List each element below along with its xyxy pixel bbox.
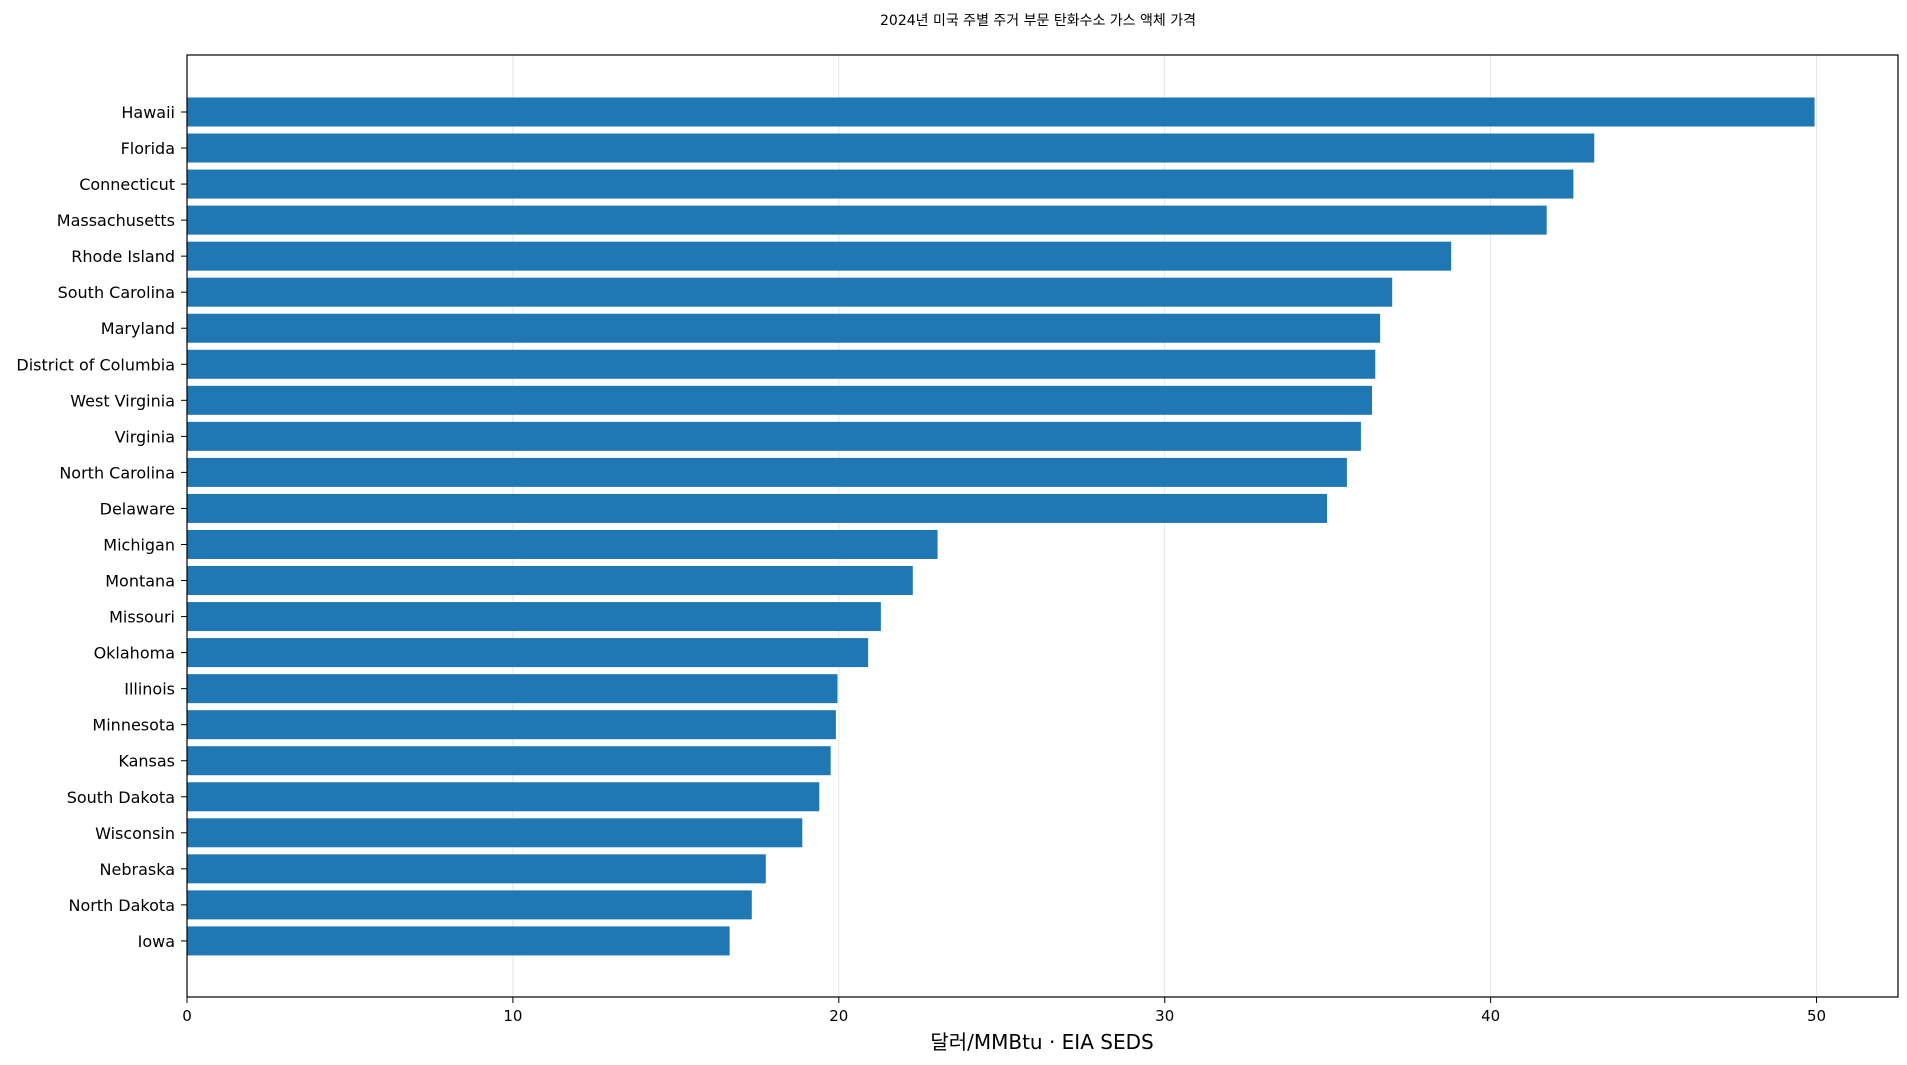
category-label: Michigan [103, 535, 175, 554]
bar [187, 97, 1815, 127]
category-label: Rhode Island [71, 247, 175, 266]
category-label: Iowa [138, 932, 175, 951]
bar [187, 421, 1361, 451]
bar [187, 457, 1347, 487]
bar [187, 133, 1595, 163]
bar [187, 674, 838, 704]
category-label: South Dakota [67, 788, 175, 807]
bar [187, 313, 1381, 343]
category-label: Florida [121, 139, 175, 158]
x-tick-label: 30 [1155, 1007, 1174, 1025]
bar [187, 854, 766, 884]
x-tick-label: 10 [503, 1007, 522, 1025]
category-label: Hawaii [121, 103, 175, 122]
bar [187, 890, 752, 920]
bar [187, 710, 836, 740]
x-tick-label: 40 [1481, 1007, 1500, 1025]
x-axis: 0 10 20 30 40 50 [182, 997, 1826, 1025]
category-label: Illinois [124, 680, 175, 699]
bar [187, 493, 1328, 523]
category-label: North Carolina [59, 463, 175, 482]
bar [187, 169, 1574, 199]
y-axis-labels: Hawaii Florida Connecticut Massachusetts Rho… [16, 103, 187, 951]
category-label: Montana [105, 572, 175, 591]
x-axis-label: 달러/MMBtu · EIA SEDS [930, 1030, 1153, 1054]
bar [187, 566, 913, 596]
bar [187, 205, 1547, 235]
category-label: North Dakota [68, 896, 175, 915]
bar [187, 385, 1372, 415]
category-label: West Virginia [70, 391, 175, 410]
category-label: Delaware [100, 499, 175, 518]
category-label: Oklahoma [94, 644, 175, 663]
bar [187, 638, 869, 668]
x-tick-label: 0 [182, 1007, 192, 1025]
bar [187, 818, 803, 848]
x-tick-label: 20 [829, 1007, 848, 1025]
chart-title: 2024년 미국 주별 주거 부문 탄화수소 가스 액체 가격 [880, 13, 1196, 29]
category-label: South Carolina [58, 283, 175, 302]
category-label: Missouri [109, 608, 175, 627]
bar [187, 782, 820, 812]
category-label: District of Columbia [16, 355, 175, 374]
bar [187, 349, 1376, 379]
category-label: Minnesota [92, 716, 175, 735]
plot-area [186, 54, 1899, 998]
bar [187, 602, 881, 632]
category-label: Maryland [101, 319, 175, 338]
bar [187, 746, 831, 776]
bar [187, 241, 1452, 271]
category-label: Virginia [115, 427, 175, 446]
bar [187, 926, 730, 956]
category-label: Connecticut [79, 175, 175, 194]
bars [187, 97, 1815, 956]
category-label: Kansas [118, 752, 175, 771]
bar [187, 529, 938, 559]
category-label: Nebraska [100, 860, 175, 879]
category-label: Wisconsin [95, 824, 175, 843]
bar [187, 277, 1393, 307]
x-tick-label: 50 [1807, 1007, 1826, 1025]
category-label: Massachusetts [57, 211, 175, 230]
